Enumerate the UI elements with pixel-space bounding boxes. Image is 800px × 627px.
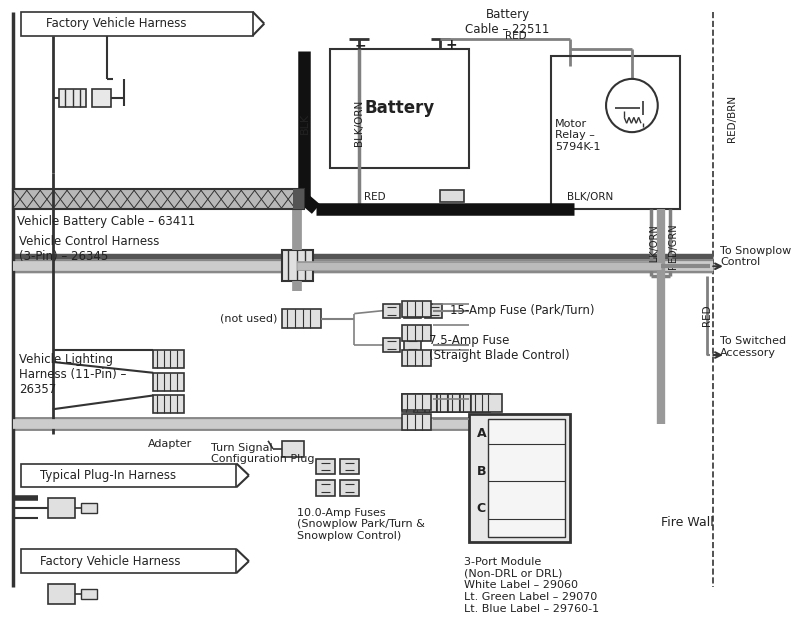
Bar [153,396,184,413]
Bar [425,394,456,412]
Text: Factory Vehicle Harness: Factory Vehicle Harness [46,17,186,30]
Bar [404,303,422,317]
Bar [48,498,74,518]
Bar [448,394,478,412]
Text: Typical Plug-In Harness: Typical Plug-In Harness [40,469,176,482]
Bar [402,301,431,317]
Text: Vehicle Control Harness
(3-Pin) – 26345: Vehicle Control Harness (3-Pin) – 26345 [19,234,159,263]
Text: Motor
Relay –
5794K-1: Motor Relay – 5794K-1 [555,119,601,152]
Bar [59,89,86,107]
Bar [282,250,313,281]
Text: BLK/ORN: BLK/ORN [649,224,659,268]
Text: Fire Wall: Fire Wall [661,516,714,529]
Bar [402,394,431,410]
Bar [383,303,400,317]
Bar [21,12,253,36]
Bar [21,549,237,573]
Bar [340,458,359,475]
Bar [330,50,469,167]
Text: B: B [477,465,486,478]
Bar [425,303,442,317]
Text: 10.0-Amp Fuses
(Snowplow Park/Turn &
Snowplow Control): 10.0-Amp Fuses (Snowplow Park/Turn & Sno… [297,508,425,541]
Text: 15-Amp Fuse (Park/Turn): 15-Amp Fuse (Park/Turn) [450,304,594,317]
Bar [469,414,570,542]
Bar [414,394,444,412]
Bar [550,56,680,209]
Text: Vehicle Lighting
Harness (11-Pin) –
26357: Vehicle Lighting Harness (11-Pin) – 2635… [19,353,126,396]
Text: BLK: BLK [299,113,310,134]
Bar [153,373,184,391]
Bar [402,350,431,366]
Text: C: C [477,502,486,515]
Bar [441,191,464,202]
Bar [402,394,433,412]
Circle shape [606,79,658,132]
Bar [153,350,184,368]
Bar [459,394,490,412]
Text: RED: RED [364,192,386,203]
Bar [92,89,111,107]
Bar [282,308,321,329]
Bar [383,338,400,352]
Text: Battery
Cable – 22511: Battery Cable – 22511 [466,8,550,36]
Text: To Switched
Accessory: To Switched Accessory [720,336,786,358]
Bar [340,480,359,496]
Bar [82,503,97,513]
Text: −: − [354,38,366,53]
Bar [402,414,431,430]
Bar [316,480,335,496]
Bar [437,394,467,412]
Bar [404,338,422,352]
Text: +: + [446,38,457,53]
Bar [293,189,305,209]
Bar [488,419,565,537]
Text: 7.5-Amp Fuse
(Straight Blade Control): 7.5-Amp Fuse (Straight Blade Control) [429,334,570,362]
Text: Turn Signal
Configuration Plug: Turn Signal Configuration Plug [210,443,314,465]
Bar [402,325,431,341]
Text: Factory Vehicle Harness: Factory Vehicle Harness [40,555,181,567]
Bar [282,441,303,456]
Text: BLK/ORN: BLK/ORN [354,100,364,146]
Text: RED: RED [702,305,711,327]
Text: Vehicle Battery Cable – 63411: Vehicle Battery Cable – 63411 [18,216,195,228]
Text: Battery: Battery [364,100,434,117]
Text: Adapter: Adapter [149,439,193,449]
Text: A: A [477,428,486,440]
Bar [21,463,237,487]
Text: RED/BRN: RED/BRN [727,95,738,142]
Bar [14,189,305,209]
Bar [316,458,335,475]
Bar [82,589,97,599]
Text: BLK/ORN: BLK/ORN [567,192,613,203]
Text: RED/GRN: RED/GRN [668,224,678,270]
Bar [48,584,74,604]
Bar [14,189,305,209]
Text: 3-Port Module
(Non-DRL or DRL)
White Label – 29060
Lt. Green Label – 29070
Lt. B: 3-Port Module (Non-DRL or DRL) White Lab… [464,557,599,614]
Text: (not used): (not used) [220,314,278,324]
Text: To Snowplow
Control: To Snowplow Control [720,246,791,267]
Bar [471,394,502,412]
Text: RED: RED [505,31,526,41]
